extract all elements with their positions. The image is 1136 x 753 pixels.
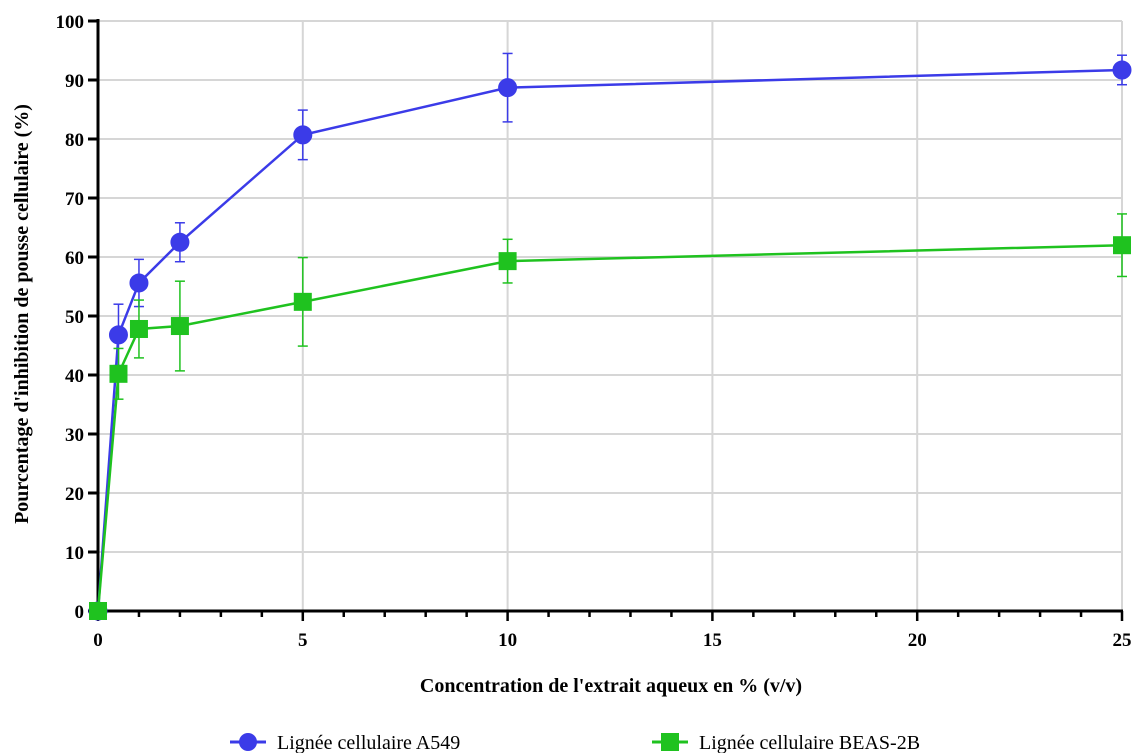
y-axis-title: Pourcentage d'inhibition de pousse cellu…: [11, 104, 33, 524]
legend-label: Lignée cellulaire A549: [277, 732, 460, 753]
legend-marker: [239, 733, 257, 751]
data-point: [109, 364, 128, 383]
x-tick-label: 25: [1113, 630, 1132, 651]
data-point: [498, 78, 518, 98]
x-tick-label: 0: [93, 630, 103, 651]
data-point: [89, 602, 107, 620]
y-tick-label: 0: [75, 602, 85, 623]
data-point: [293, 292, 312, 311]
y-tick-label: 70: [65, 189, 84, 210]
y-tick-label: 30: [65, 425, 84, 446]
series-line: [96, 243, 1123, 612]
y-tick-label: 60: [65, 248, 84, 269]
legend-item-1: Lignée cellulaire BEAS-2B: [652, 732, 920, 753]
y-tick-label: 40: [65, 366, 84, 387]
y-tick-label: 20: [65, 484, 84, 505]
data-point: [170, 317, 189, 336]
y-tick-label: 50: [65, 307, 84, 328]
y-tick-label: 90: [65, 71, 84, 92]
data-point: [293, 125, 313, 145]
legend-label: Lignée cellulaire BEAS-2B: [699, 732, 920, 753]
x-tick-label: 5: [298, 630, 308, 651]
data-point: [129, 273, 149, 293]
x-tick-label: 15: [703, 630, 722, 651]
data-point: [170, 232, 190, 252]
series-group: [88, 52, 1132, 621]
data-point: [129, 319, 148, 338]
data-point: [108, 325, 128, 345]
y-tick-label: 10: [65, 543, 84, 564]
x-tick-label: 10: [498, 630, 517, 651]
y-tick-label: 100: [56, 12, 85, 33]
x-axis-title: Concentration de l'extrait aqueux en % (…: [420, 675, 802, 697]
series-line: [96, 68, 1123, 612]
y-tick-label: 80: [65, 130, 84, 151]
data-point: [498, 252, 517, 271]
data-point: [1112, 60, 1132, 80]
x-tick-label: 20: [908, 630, 927, 651]
legend-marker: [661, 733, 679, 751]
legend: Lignée cellulaire A549 Lignée cellulaire …: [230, 732, 920, 753]
grid-lines: [98, 20, 1123, 611]
series-1: [89, 213, 1131, 620]
data-point: [1113, 236, 1131, 255]
axis-ticks: 0 10 20 30 40 50 60 70 80 90 100 0 5 10 15 20 25: [56, 12, 1132, 651]
legend-item-0: Lignée cellulaire A549: [230, 732, 460, 753]
